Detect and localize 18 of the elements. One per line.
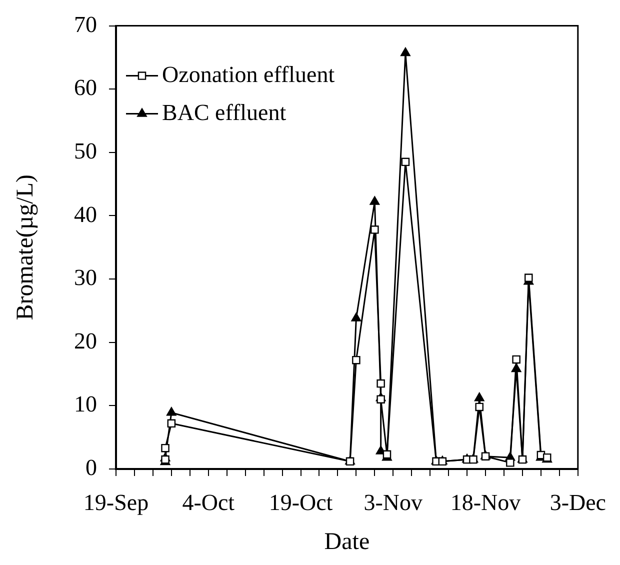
x-tick-label: 19-Sep: [83, 490, 149, 515]
x-tick-label: 18-Nov: [450, 490, 522, 515]
x-tick-label: 3-Dec: [550, 490, 606, 515]
x-tick-label: 3-Nov: [364, 490, 424, 515]
legend-label: Ozonation effluent: [162, 62, 336, 87]
y-tick-label: 20: [74, 328, 97, 354]
legend-label: BAC effluent: [162, 100, 287, 125]
x-tick-label: 19-Oct: [268, 490, 334, 515]
y-tick-label: 50: [74, 138, 97, 164]
x-tick-label: 4-Oct: [182, 490, 236, 515]
x-axis-title: Date: [324, 528, 370, 555]
y-tick-label: 60: [74, 75, 97, 100]
y-tick-label: 10: [74, 392, 97, 417]
y-tick-label: 40: [74, 202, 97, 227]
y-tick-label: 0: [86, 455, 97, 480]
y-tick-label: 30: [74, 265, 97, 290]
y-tick-label: 70: [74, 12, 97, 37]
y-axis-title: Bromate(µg/L): [12, 174, 39, 320]
